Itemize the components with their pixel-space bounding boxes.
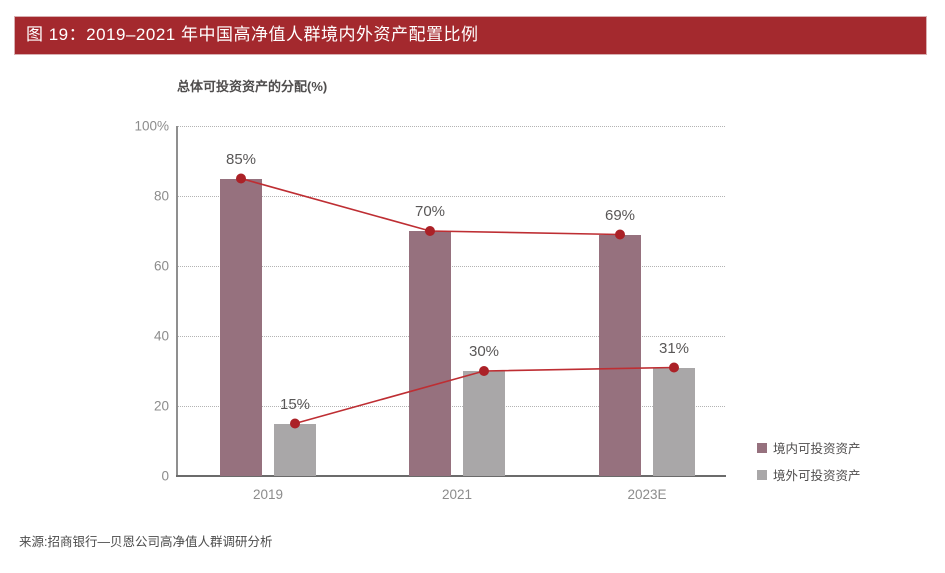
data-label-境外可投资资产-2019: 15% (279, 395, 311, 413)
bar-境内可投资资产-2019 (220, 178, 262, 476)
data-point-境内可投资资产-2023E (615, 229, 625, 240)
x-category-label-2021: 2021 (441, 487, 473, 502)
figure-title-bar: 图 19：2019–2021 年中国高净值人群境内外资产配置比例 (14, 16, 927, 55)
chart-legend: 境内可投资资产 境外可投资资产 (757, 438, 861, 492)
legend-item-境内可投资资产: 境内可投资资产 (757, 438, 861, 457)
gridline-60 (177, 266, 725, 267)
chart-subtitle: 总体可投资资产的分配(%) (177, 79, 328, 94)
legend-label: 境内可投资资产 (773, 442, 861, 456)
bar-境外可投资资产-2023E (653, 367, 695, 476)
data-label-境外可投资资产-2021: 30% (468, 343, 500, 360)
data-point-境外可投资资产-2019 (290, 418, 300, 429)
y-tick-label-100: 100% (134, 118, 169, 134)
x-axis-line (176, 475, 726, 477)
gridline-100 (177, 126, 725, 127)
y-tick-label-0: 0 (161, 468, 169, 484)
gridline-40 (177, 336, 725, 337)
x-category-label-2023E: 2023E (627, 487, 667, 502)
trend-line-overlay (236, 173, 679, 429)
y-axis-line (176, 126, 178, 476)
bar-境内可投资资产-2023E (599, 234, 641, 476)
chart-plot-area: 100% 80 60 40 20 0 85% 70% 69% 15% 30% 31% 2019 2021 2… (134, 119, 726, 502)
data-label-境内可投资资产-2023E: 69% (604, 206, 636, 224)
data-point-境外可投资资产-2021 (479, 366, 489, 376)
bar-境外可投资资产-2021 (463, 371, 505, 476)
bar-境内可投资资产-2021 (409, 231, 451, 476)
data-point-境内可投资资产-2019 (236, 173, 246, 184)
gridline-20 (177, 406, 725, 407)
data-label-境内可投资资产-2021: 70% (414, 203, 446, 220)
legend-swatch-icon (757, 442, 767, 453)
y-tick-label-60: 60 (153, 258, 169, 274)
y-tick-label-80: 80 (153, 188, 169, 204)
y-tick-label-20: 20 (153, 398, 169, 414)
legend-swatch-icon (757, 469, 767, 480)
data-label-境内可投资资产-2019: 85% (225, 150, 257, 168)
legend-item-境外可投资资产: 境外可投资资产 (757, 465, 861, 484)
bar-境外可投资资产-2019 (274, 423, 316, 476)
data-point-境外可投资资产-2023E (669, 362, 679, 373)
source-note: 来源:招商银行—贝恩公司高净值人群调研分析 (19, 535, 273, 549)
legend-label: 境外可投资资产 (773, 469, 861, 483)
data-point-境内可投资资产-2021 (425, 226, 435, 236)
figure-title: 图 19：2019–2021 年中国高净值人群境内外资产配置比例 (26, 25, 479, 44)
y-tick-label-40: 40 (153, 328, 169, 344)
x-category-label-2019: 2019 (252, 487, 284, 502)
data-label-境外可投资资产-2023E: 31% (658, 339, 690, 357)
gridline-80 (177, 196, 725, 197)
